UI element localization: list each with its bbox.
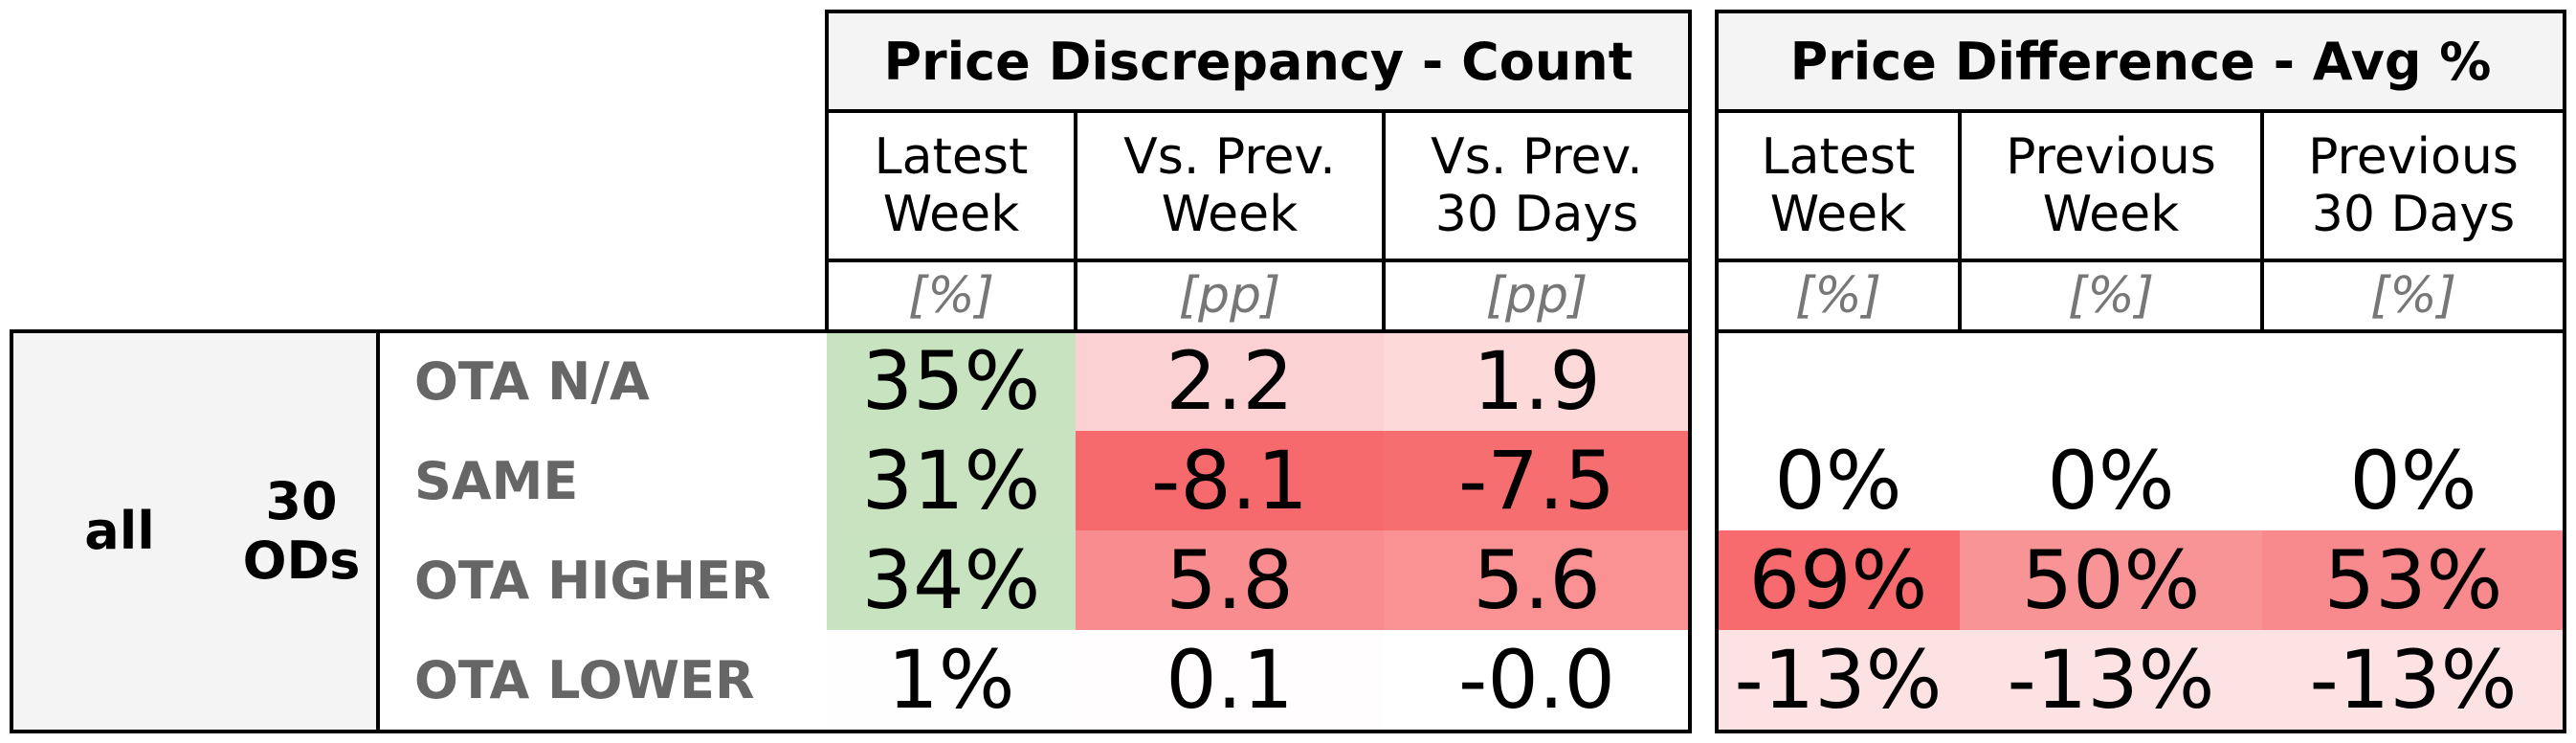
count-cell: -0.0 [1384, 630, 1690, 730]
column-unit: [%] [1795, 267, 1881, 325]
avg-cell: 69% [1717, 530, 1960, 630]
count-cell: 1% [827, 630, 1076, 730]
avg-cell: -13% [1717, 630, 1960, 730]
avg-cell: 0% [1717, 431, 1960, 530]
avg-cell: 0% [1960, 431, 2262, 530]
avg-cell: 53% [2262, 530, 2565, 630]
border-line [1688, 10, 1692, 733]
border-line [10, 730, 1692, 733]
group-title-count: Price Discrepancy - Count [827, 11, 1690, 111]
avg-cell [2262, 331, 2565, 431]
count-cell: 34% [827, 530, 1076, 630]
border-line [1715, 10, 2566, 13]
avg-cell: -13% [1960, 630, 2262, 730]
segment-panel [11, 331, 378, 730]
border-line [2563, 10, 2566, 733]
border-line [1715, 329, 2566, 333]
border-line [825, 10, 829, 331]
column-header: Previous Week [2006, 128, 2216, 243]
count-cell: 5.6 [1384, 530, 1690, 630]
avg-cell: 0% [2262, 431, 2565, 530]
border-line [10, 329, 13, 733]
row-label: OTA HIGHER [414, 550, 771, 611]
border-line [825, 109, 1692, 113]
avg-cell [1960, 331, 2262, 431]
count-cell: -8.1 [1076, 431, 1384, 530]
count-cell: 0.1 [1076, 630, 1384, 730]
avg-cell: 50% [1960, 530, 2262, 630]
group-title-avg: Price Difference - Avg % [1717, 11, 2565, 111]
column-unit: [%] [2068, 267, 2154, 325]
border-line [825, 259, 1692, 262]
avg-cell [1717, 331, 1960, 431]
row-label: OTA N/A [414, 350, 650, 412]
count-cell: 31% [827, 431, 1076, 530]
border-line [1715, 259, 2566, 262]
row-label: SAME [414, 450, 579, 511]
border-line [1958, 109, 1962, 331]
border-line [1715, 109, 2566, 113]
column-unit: [%] [908, 267, 994, 325]
border-line [825, 329, 1692, 333]
border-line [376, 329, 380, 733]
border-line [2260, 109, 2264, 331]
row-label: OTA LOWER [414, 649, 755, 710]
count-cell: 2.2 [1076, 331, 1384, 431]
border-line [825, 10, 1692, 13]
column-unit: [%] [2370, 267, 2456, 325]
border-line [10, 329, 829, 333]
column-unit: [pp] [1485, 267, 1588, 325]
avg-cell: -13% [2262, 630, 2565, 730]
column-unit: [pp] [1178, 267, 1281, 325]
count-cell: 5.8 [1076, 530, 1384, 630]
segment-label: all [84, 501, 155, 561]
count-cell: -7.5 [1384, 431, 1690, 530]
count-cell: 1.9 [1384, 331, 1690, 431]
border-line [1715, 730, 2566, 733]
column-header: Vs. Prev. 30 Days [1431, 128, 1643, 243]
subsegment-label: 30 ODs [242, 471, 361, 591]
count-cell: 35% [827, 331, 1076, 431]
border-line [1382, 109, 1386, 331]
border-line [1715, 10, 1719, 733]
column-header: Previous 30 Days [2308, 128, 2519, 243]
column-header: Vs. Prev. Week [1123, 128, 1336, 243]
column-header: Latest Week [874, 128, 1029, 243]
column-header: Latest Week [1761, 128, 1916, 243]
border-line [1074, 109, 1077, 331]
